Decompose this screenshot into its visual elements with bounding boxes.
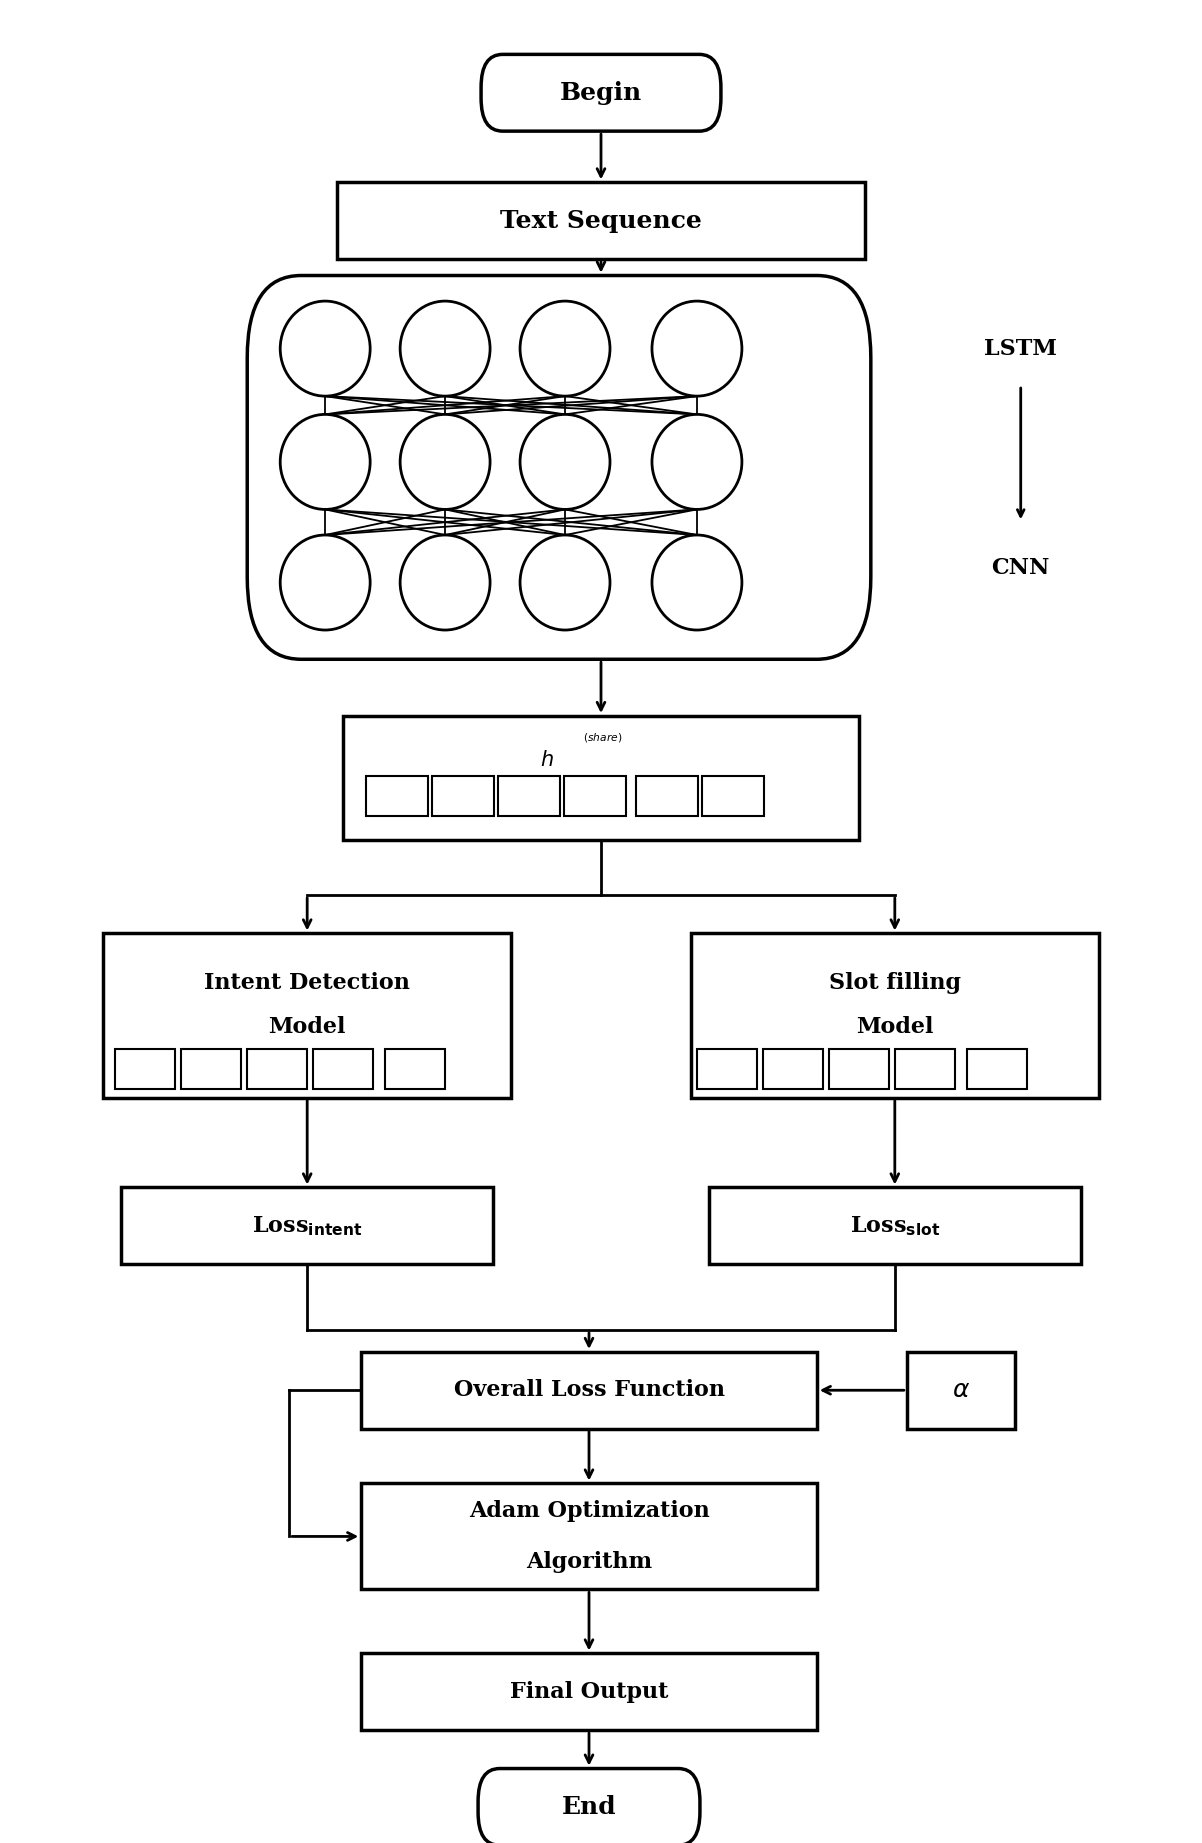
Bar [338, 182, 864, 260]
Text: Adam Optimization: Adam Optimization [469, 1500, 709, 1522]
Ellipse shape [520, 534, 609, 630]
Text: $^{(share)}$: $^{(share)}$ [583, 735, 623, 748]
Bar [365, 776, 428, 816]
Bar [432, 776, 494, 816]
Bar [343, 715, 859, 840]
Bar [702, 776, 764, 816]
Bar [829, 1049, 888, 1089]
Text: Slot filling: Slot filling [829, 971, 960, 993]
Ellipse shape [651, 300, 742, 396]
Text: Algorithm: Algorithm [526, 1552, 651, 1574]
Bar [314, 1049, 373, 1089]
FancyBboxPatch shape [478, 1769, 700, 1843]
Text: Final Output: Final Output [510, 1681, 668, 1703]
Bar [906, 1353, 1014, 1428]
FancyBboxPatch shape [481, 55, 721, 131]
Bar [498, 776, 560, 816]
Text: Begin: Begin [560, 81, 642, 105]
Text: Text Sequence: Text Sequence [500, 208, 702, 232]
Bar [894, 1049, 954, 1089]
Text: Loss$_{\mathbf{intent}}$: Loss$_{\mathbf{intent}}$ [252, 1215, 362, 1238]
Bar [709, 1187, 1081, 1264]
Bar [182, 1049, 242, 1089]
Bar [361, 1484, 817, 1589]
Ellipse shape [400, 300, 490, 396]
Bar [121, 1187, 493, 1264]
Ellipse shape [280, 415, 370, 509]
Ellipse shape [400, 415, 490, 509]
Text: Loss$_{\mathbf{slot}}$: Loss$_{\mathbf{slot}}$ [850, 1215, 940, 1238]
Bar [564, 776, 626, 816]
FancyBboxPatch shape [248, 275, 870, 660]
Text: Model: Model [268, 1015, 346, 1038]
Text: End: End [561, 1795, 617, 1819]
Bar [115, 1049, 175, 1089]
Ellipse shape [651, 415, 742, 509]
Bar [361, 1653, 817, 1731]
Ellipse shape [520, 415, 609, 509]
Text: Intent Detection: Intent Detection [204, 971, 410, 993]
Bar [636, 776, 698, 816]
Ellipse shape [280, 300, 370, 396]
Bar [385, 1049, 445, 1089]
Text: LSTM: LSTM [984, 337, 1058, 359]
Ellipse shape [520, 300, 609, 396]
Ellipse shape [280, 534, 370, 630]
Bar [361, 1353, 817, 1428]
Bar [691, 933, 1099, 1098]
Bar [248, 1049, 308, 1089]
Bar [103, 933, 511, 1098]
Bar [697, 1049, 757, 1089]
Ellipse shape [651, 534, 742, 630]
Text: Overall Loss Function: Overall Loss Function [453, 1379, 725, 1401]
Bar [966, 1049, 1027, 1089]
Text: CNN: CNN [992, 557, 1049, 579]
Text: Model: Model [856, 1015, 934, 1038]
Text: $h$: $h$ [540, 750, 554, 770]
Text: $\alpha$: $\alpha$ [952, 1379, 970, 1403]
Bar [763, 1049, 823, 1089]
Ellipse shape [400, 534, 490, 630]
